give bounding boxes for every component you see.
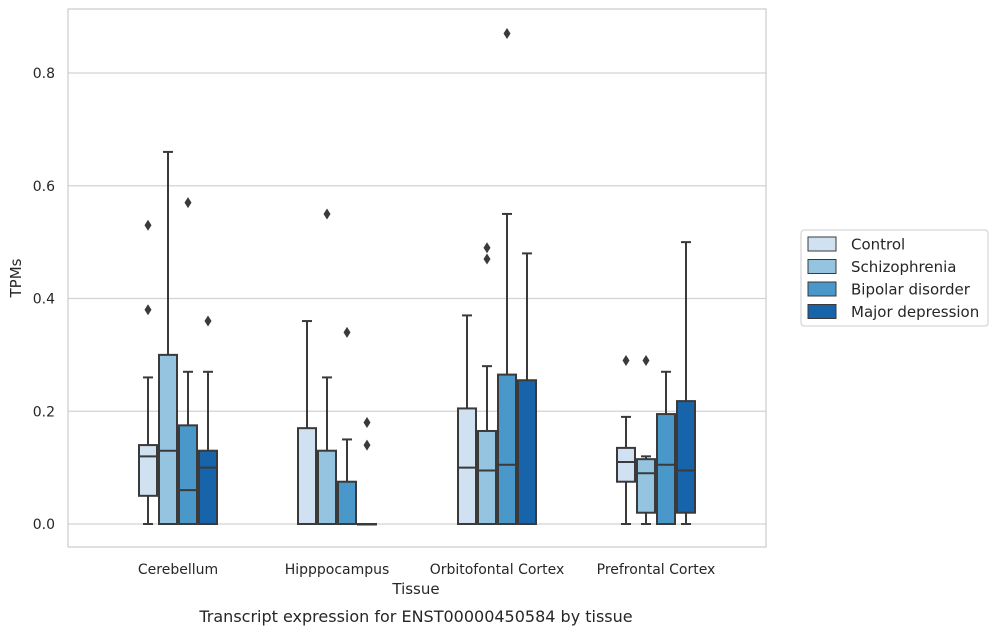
chart-caption: Transcript expression for ENST0000045058… [198, 607, 632, 626]
outlier-point [363, 417, 371, 429]
outlier-point [642, 355, 650, 367]
legend-swatch [807, 304, 837, 319]
outlier-point [363, 439, 371, 451]
box-schizophrenia [317, 208, 337, 525]
box-iqr [198, 449, 218, 525]
legend-label: Major depression [851, 303, 979, 321]
y-tick-label: 0.2 [33, 404, 55, 420]
x-axis-title: Tissue [391, 580, 439, 598]
outlier-point [323, 208, 331, 220]
box-iqr [138, 444, 158, 497]
box-control [297, 320, 317, 526]
box-major-depression [198, 315, 218, 525]
box-bipolar-disorder [178, 197, 198, 525]
box-iqr [616, 446, 636, 483]
box-iqr [517, 379, 537, 525]
box-major-depression [357, 417, 377, 526]
box-schizophrenia [477, 242, 497, 526]
box-iqr [497, 373, 517, 526]
x-tick-label: Cerebellum [138, 562, 218, 578]
plot-frame [67, 8, 767, 548]
box-schizophrenia [636, 355, 656, 525]
outlier-point [622, 355, 630, 367]
outlier-point [503, 28, 511, 40]
x-tick-label: Prefrontal Cortex [597, 562, 716, 578]
box-iqr [178, 424, 198, 525]
box-control [138, 219, 158, 525]
legend-label: Control [851, 236, 905, 254]
box-control [616, 355, 636, 525]
box-iqr [457, 407, 477, 525]
box-iqr [477, 429, 497, 526]
y-tick-label: 0.6 [33, 179, 55, 195]
outlier-point [144, 219, 152, 231]
box-iqr [636, 458, 656, 514]
y-tick-label: 0.4 [33, 292, 55, 308]
box-major-depression [676, 241, 696, 525]
legend-swatch [807, 259, 837, 274]
y-axis-title: TPMs [7, 258, 25, 298]
outlier-point [483, 253, 491, 265]
box-plots [138, 28, 696, 526]
legend-swatch [807, 281, 837, 297]
y-tick-label: 0.8 [33, 66, 55, 82]
x-tick-label: Orbitofontal Cortex [430, 562, 565, 578]
y-tick-labels: 0.0 0.2 0.4 0.6 0.8 [33, 66, 55, 533]
legend-swatch [807, 236, 837, 252]
y-tick-label: 0.0 [33, 517, 55, 533]
legend: Control Schizophrenia Bipolar disorder Majo… [800, 229, 989, 327]
outlier-point [204, 315, 212, 327]
box-bipolar-disorder [497, 28, 517, 526]
outlier-point [483, 242, 491, 254]
legend-label: Schizophrenia [851, 258, 956, 276]
legend-label: Bipolar disorder [851, 281, 971, 299]
outlier-point [144, 304, 152, 316]
box-iqr [317, 449, 337, 525]
box-schizophrenia [158, 150, 178, 525]
legend-frame [800, 229, 989, 327]
x-tick-label: Hipppocampus [285, 562, 390, 578]
x-tick-labels: Cerebellum Hipppocampus Orbitofontal Corte… [138, 562, 715, 578]
box-iqr [656, 413, 676, 526]
box-iqr [158, 353, 178, 525]
box-major-depression [517, 252, 537, 525]
box-iqr [337, 480, 357, 525]
box-iqr [297, 427, 317, 526]
box-bipolar-disorder [337, 326, 357, 525]
outlier-point [343, 326, 351, 338]
box-control [457, 314, 477, 525]
box-iqr [676, 400, 696, 514]
box-bipolar-disorder [656, 370, 676, 526]
outlier-point [184, 197, 192, 209]
